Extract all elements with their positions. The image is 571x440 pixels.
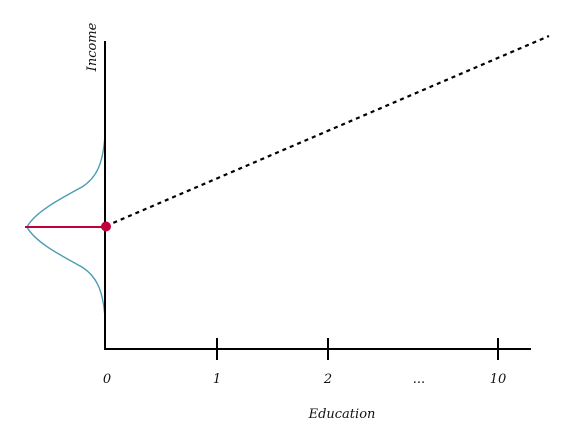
regression-line bbox=[105, 34, 550, 228]
tick-label-ellipsis: ... bbox=[413, 372, 425, 387]
y-axis-label: Income bbox=[85, 22, 100, 72]
tick-label-0: 0 bbox=[103, 372, 111, 387]
x-axis-label: Education bbox=[308, 407, 376, 422]
tick-label-2: 2 bbox=[323, 372, 332, 387]
intercept-point bbox=[101, 221, 111, 232]
tick-label-1: 1 bbox=[213, 372, 221, 387]
tick-label-10: 10 bbox=[490, 372, 507, 387]
